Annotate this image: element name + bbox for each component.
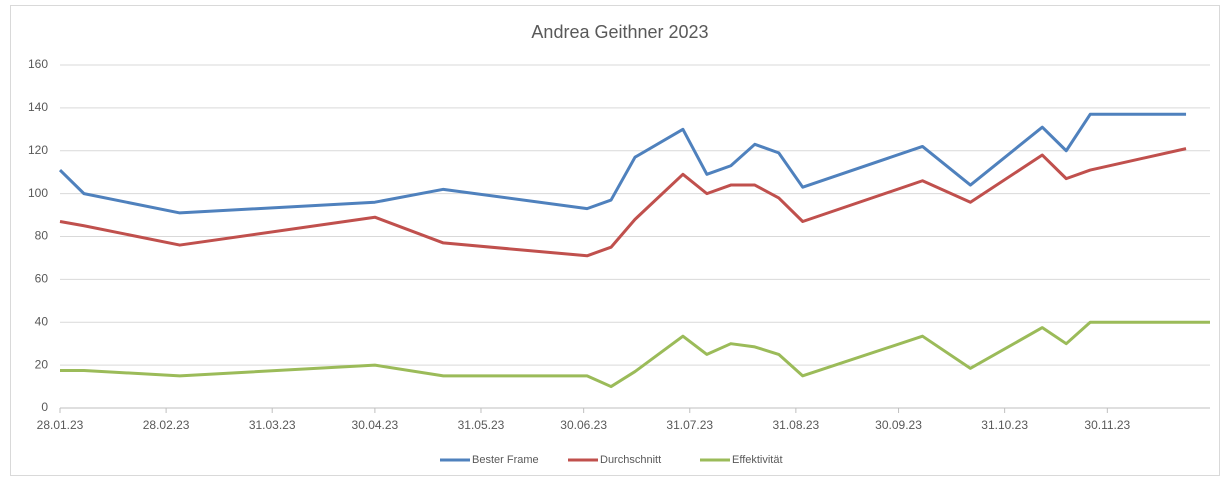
legend-label: Effektivität <box>732 454 783 466</box>
x-tick-label: 28.02.23 <box>143 418 190 432</box>
y-tick-label: 80 <box>35 229 49 243</box>
y-tick-label: 120 <box>28 143 48 157</box>
y-tick-label: 160 <box>28 57 48 71</box>
series-line <box>59 147 1187 258</box>
x-tick-label: 30.09.23 <box>875 418 922 432</box>
y-tick-label: 60 <box>35 272 49 286</box>
legend-label: Bester Frame <box>472 454 539 466</box>
x-tick-label: 31.08.23 <box>773 418 820 432</box>
y-tick-label: 140 <box>28 100 48 114</box>
y-tick-label: 0 <box>41 400 48 414</box>
chart-title: Andrea Geithner 2023 <box>531 22 708 42</box>
x-tick-label: 28.01.23 <box>37 418 84 432</box>
x-tick-label: 30.06.23 <box>560 418 607 432</box>
x-tick-label: 31.03.23 <box>249 418 296 432</box>
y-tick-label: 20 <box>35 357 49 371</box>
x-tick-label: 31.05.23 <box>458 418 505 432</box>
legend-label: Durchschnitt <box>600 454 661 466</box>
series-line <box>60 320 1210 389</box>
x-tick-label: 30.04.23 <box>352 418 399 432</box>
series-line <box>58 112 1187 215</box>
y-tick-label: 100 <box>28 186 48 200</box>
y-tick-label: 40 <box>35 314 49 328</box>
x-tick-label: 31.07.23 <box>666 418 713 432</box>
x-tick-label: 30.11.23 <box>1084 418 1130 432</box>
x-tick-label: 31.10.23 <box>981 418 1028 432</box>
